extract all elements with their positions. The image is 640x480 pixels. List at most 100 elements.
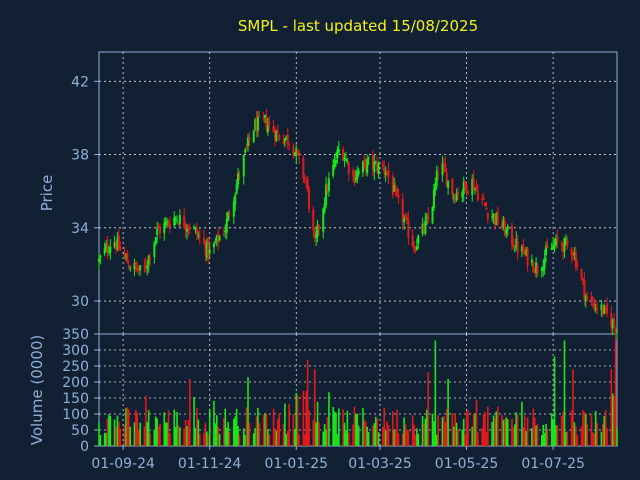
volume-bar <box>494 417 496 446</box>
candle-body <box>533 271 536 273</box>
candle-body <box>316 224 319 237</box>
volume-bar <box>516 414 519 446</box>
volume-bar <box>382 427 384 446</box>
candle-body <box>237 173 240 185</box>
candle-body <box>266 125 269 133</box>
candle-body <box>431 206 434 224</box>
candle-body <box>187 227 190 230</box>
volume-bar <box>383 407 386 446</box>
candle-body <box>461 191 464 198</box>
volume-bar <box>203 432 205 446</box>
volume-bar <box>593 433 596 446</box>
volume-bar <box>183 428 185 446</box>
volume-bar <box>613 396 615 446</box>
candle-body <box>422 224 425 232</box>
volume-bar <box>105 433 107 446</box>
candle-body <box>376 162 379 172</box>
candle-body <box>129 268 132 270</box>
candle-body <box>265 117 268 130</box>
volume-bar <box>156 418 158 446</box>
volume-bar <box>437 415 439 446</box>
volume-bar <box>204 423 207 446</box>
volume-bar <box>393 429 395 446</box>
volume-bar <box>511 418 513 446</box>
candle-body <box>103 248 106 254</box>
candle-body <box>224 230 227 233</box>
volume-bar <box>126 407 129 446</box>
volume-bar <box>313 369 316 446</box>
candle-body <box>149 257 152 260</box>
candle-body <box>183 215 186 227</box>
volume-bar <box>133 422 136 446</box>
candle-body <box>545 246 548 255</box>
volume-bar <box>228 432 231 446</box>
candle-body <box>465 183 468 194</box>
candle-body <box>611 319 614 329</box>
x-tick-label: 01-01-25 <box>264 456 328 472</box>
volume-bar <box>552 419 554 446</box>
volume-bar <box>174 426 177 446</box>
volume-bar <box>586 424 588 446</box>
candle-body <box>215 235 218 241</box>
candle-body <box>510 225 513 245</box>
volume-bar <box>217 426 220 446</box>
volume-bar <box>284 403 286 446</box>
x-ticks: 01-09-24 01-11-24 01-01-25 01-03-25 01-05-25… <box>91 446 585 472</box>
volume-bar <box>194 427 197 446</box>
candle-body <box>159 228 162 234</box>
volume-bar <box>407 430 410 446</box>
volume-bar <box>590 413 593 446</box>
volume-bar <box>441 417 444 446</box>
candle-body <box>413 245 416 250</box>
candle-body <box>117 235 120 250</box>
volume-axis-label: Volume (0000) <box>28 335 46 445</box>
volume-bar <box>108 414 110 446</box>
volume-bar <box>305 390 307 446</box>
volume-bar <box>338 408 340 446</box>
candle-body <box>387 170 390 178</box>
volume-bar <box>553 356 556 446</box>
volume-bar <box>485 432 488 446</box>
volume-bar <box>157 426 160 446</box>
candle-body <box>570 248 573 256</box>
candle-body <box>560 243 563 246</box>
candle-body <box>424 220 427 234</box>
volume-bar <box>143 426 146 446</box>
candle-body <box>421 223 424 234</box>
volume-bar <box>417 434 420 446</box>
volume-bar <box>356 413 359 446</box>
candle-body <box>371 155 374 169</box>
candle-body <box>472 177 475 191</box>
candle-body <box>383 168 386 173</box>
candle-body <box>513 249 516 251</box>
volume-bar <box>257 407 259 446</box>
volume-bar <box>145 395 147 446</box>
candle-body <box>264 114 267 118</box>
volume-bar <box>600 431 603 446</box>
candle-body <box>105 244 108 251</box>
volume-bar <box>315 422 317 446</box>
candle-body <box>282 141 285 145</box>
volume-bar <box>352 424 354 446</box>
candle-body <box>335 160 338 163</box>
candle-body <box>107 251 110 253</box>
volume-bar <box>512 426 515 446</box>
candle-body <box>258 116 261 118</box>
candle-body <box>554 238 557 246</box>
candle-body <box>217 232 220 243</box>
candle-body <box>616 330 618 332</box>
volume-bar <box>580 426 583 446</box>
volume-bar <box>277 419 279 446</box>
candle-body <box>397 194 400 198</box>
candle-body <box>552 245 555 250</box>
candle-body <box>315 233 318 239</box>
price-candles <box>98 108 618 341</box>
candle-body <box>283 138 286 142</box>
volume-bar <box>572 369 574 446</box>
volume-bar <box>465 411 468 446</box>
volume-bar <box>128 409 130 446</box>
candle-body <box>278 134 281 140</box>
volume-bar <box>265 413 268 446</box>
volume-bar <box>166 422 168 446</box>
volume-bar <box>137 430 140 446</box>
